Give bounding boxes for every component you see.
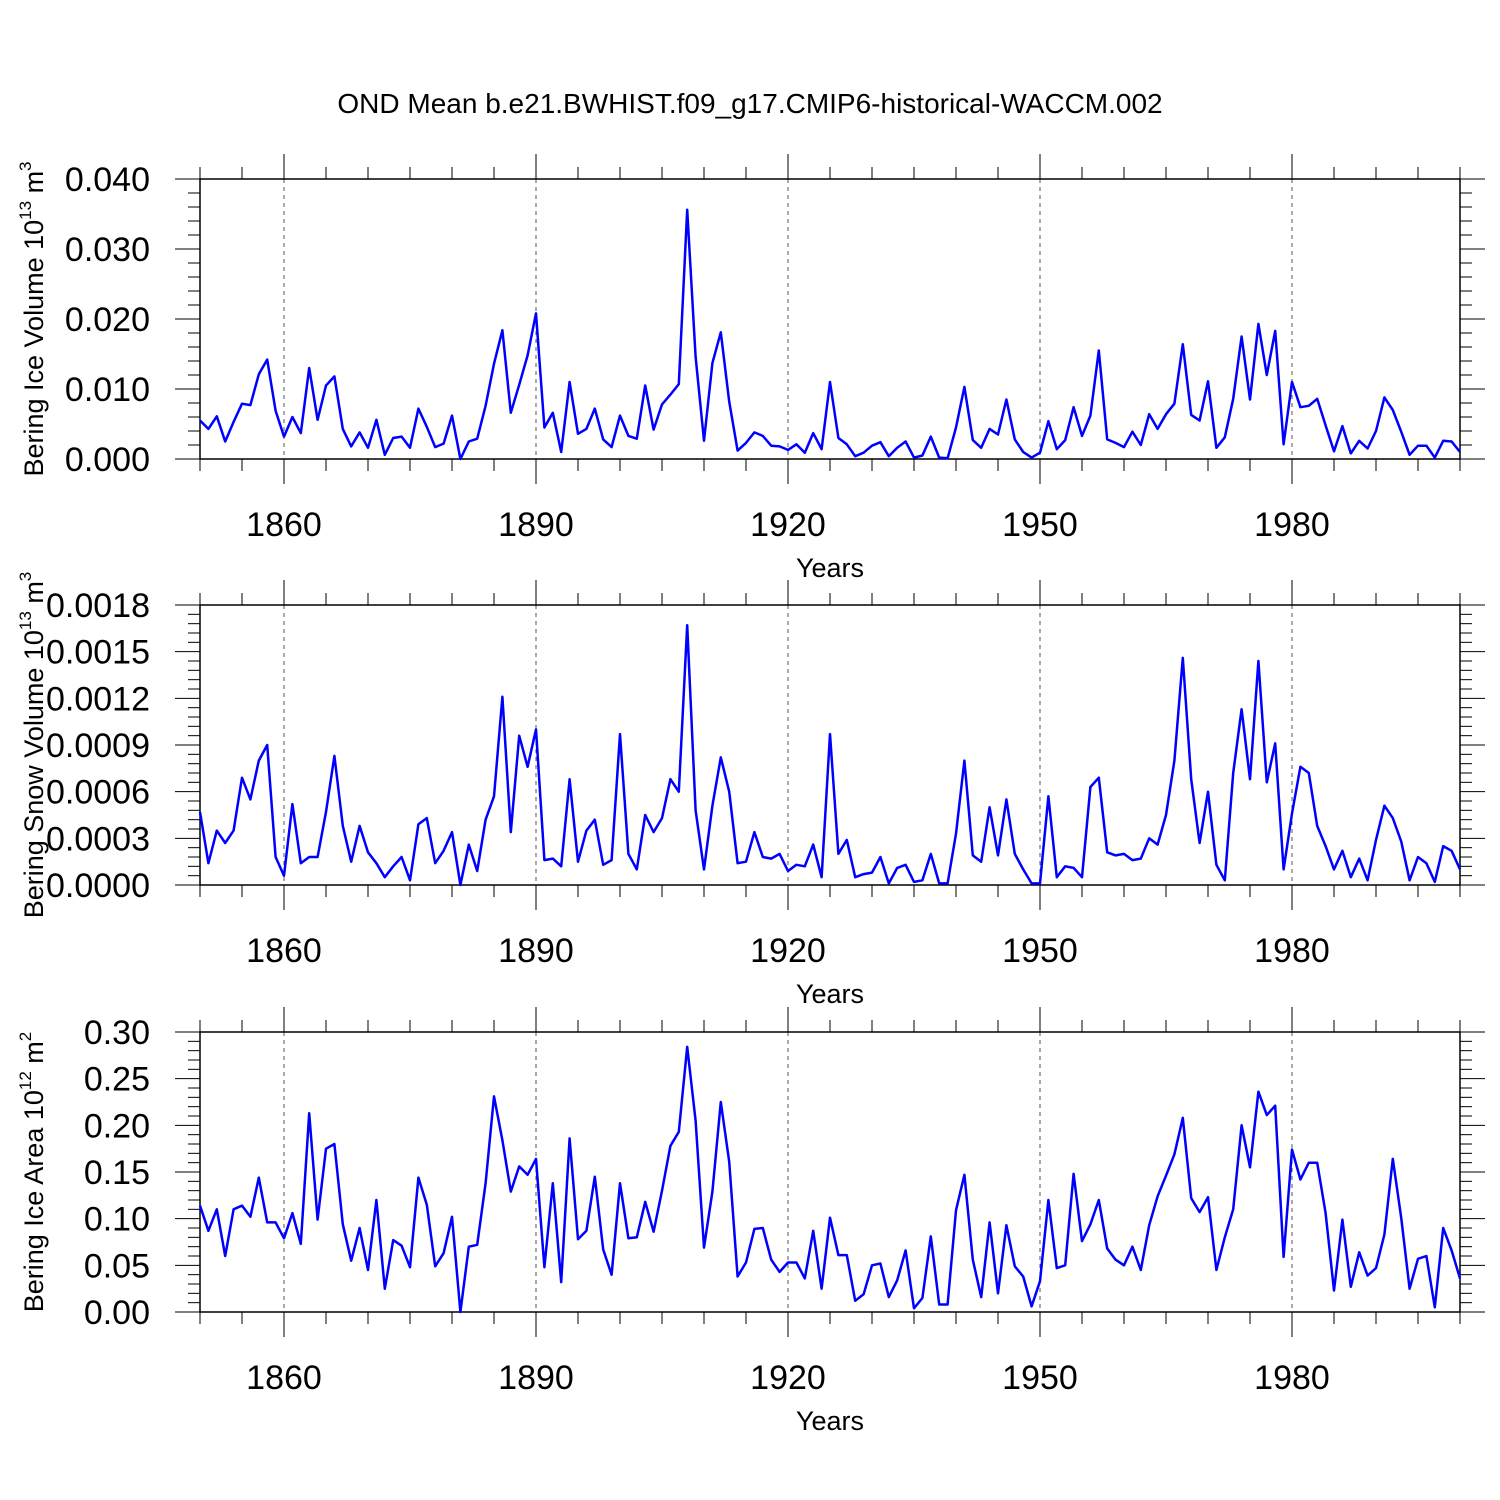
panel-1: 0.000 0.010 0.020 0.030 0.040 1860 1890 1920 195… xyxy=(16,154,1485,583)
y-tick-label: 0.040 xyxy=(65,161,150,199)
y-axis-label-unit-exponent: 3 xyxy=(16,161,35,170)
x-axis-label: Years xyxy=(796,979,864,1009)
y-tick-label: 0.000 xyxy=(65,441,150,479)
y-axis-label-unit: m xyxy=(19,171,49,201)
x-axis-label: Years xyxy=(796,553,864,583)
y-tick-label: 0.0012 xyxy=(46,680,150,718)
series-line-1 xyxy=(198,1045,1462,1314)
y-axis-label-unit-exponent: 2 xyxy=(16,1032,35,1041)
x-tick-label: 1920 xyxy=(750,932,826,970)
x-tick-label: 1920 xyxy=(750,1359,826,1397)
y-tick-label: 0.0015 xyxy=(46,634,150,672)
x-tick-label: 1860 xyxy=(246,506,322,544)
x-tick-label: 1890 xyxy=(498,506,574,544)
panel-2: 0.0000 0.0003 0.0006 0.0009 0.0012 0.0015 0.00… xyxy=(16,572,1485,1009)
y-tick-label: 0.0000 xyxy=(46,867,150,905)
y-axis-label-exponent: 12 xyxy=(16,1071,35,1090)
y-tick-label: 0.30 xyxy=(84,1014,150,1052)
y-axis-label-main: Bering Snow Volume 10 xyxy=(19,630,49,918)
x-tick-label: 1890 xyxy=(498,932,574,970)
y-tick-label: 0.0009 xyxy=(46,727,150,765)
y-tick-label: 0.00 xyxy=(84,1294,150,1332)
y-axis-label-main: Bering Ice Area 10 xyxy=(19,1090,49,1312)
y-axis-label: Bering Ice Volume 1013 m3 xyxy=(16,161,49,476)
y-axis-label-unit-exponent: 3 xyxy=(16,572,35,581)
y-tick-label: 0.20 xyxy=(84,1107,150,1145)
y-tick-label: 0.0006 xyxy=(46,774,150,812)
panel-3: 0.00 0.05 0.10 0.15 0.20 0.25 0.30 1860 1890 1920… xyxy=(16,1007,1485,1436)
x-tick-label: 1980 xyxy=(1254,1359,1330,1397)
x-tick-label: 1920 xyxy=(750,506,826,544)
y-axis-label-main: Bering Ice Volume 10 xyxy=(19,220,49,477)
x-tick-label: 1860 xyxy=(246,932,322,970)
series-line-1 xyxy=(199,208,1461,461)
x-tick-label: 1950 xyxy=(1002,506,1078,544)
y-tick-label: 0.020 xyxy=(65,301,150,339)
panels: 0.000 0.010 0.020 0.030 0.040 1860 1890 1920 195… xyxy=(16,154,1485,1436)
x-tick-label: 1950 xyxy=(1002,932,1078,970)
y-axis-label: Bering Ice Area 1012 m2 xyxy=(16,1032,49,1313)
y-axis-label-exponent: 13 xyxy=(16,611,35,630)
x-tick-label: 1890 xyxy=(498,1359,574,1397)
x-tick-label: 1980 xyxy=(1254,506,1330,544)
series-line-1 xyxy=(198,623,1462,887)
y-tick-label: 0.030 xyxy=(65,231,150,269)
y-tick-label: 0.25 xyxy=(84,1061,150,1099)
x-axis-label: Years xyxy=(796,1406,864,1436)
y-axis-label-unit: m xyxy=(19,1041,49,1071)
y-tick-label: 0.05 xyxy=(84,1247,150,1285)
y-axis-label-unit: m xyxy=(19,581,49,611)
y-tick-label: 0.15 xyxy=(84,1154,150,1192)
x-tick-label: 1980 xyxy=(1254,932,1330,970)
y-tick-label: 0.010 xyxy=(65,371,150,409)
y-axis-label: Bering Snow Volume 1013 m3 xyxy=(16,572,49,919)
x-tick-label: 1860 xyxy=(246,1359,322,1397)
y-tick-label: 0.10 xyxy=(84,1201,150,1239)
y-tick-label: 0.0018 xyxy=(46,587,150,625)
chart-title: OND Mean b.e21.BWHIST.f09_g17.CMIP6-hist… xyxy=(337,88,1162,119)
x-tick-label: 1950 xyxy=(1002,1359,1078,1397)
y-tick-label: 0.0003 xyxy=(46,820,150,858)
y-axis-label-exponent: 13 xyxy=(16,201,35,220)
